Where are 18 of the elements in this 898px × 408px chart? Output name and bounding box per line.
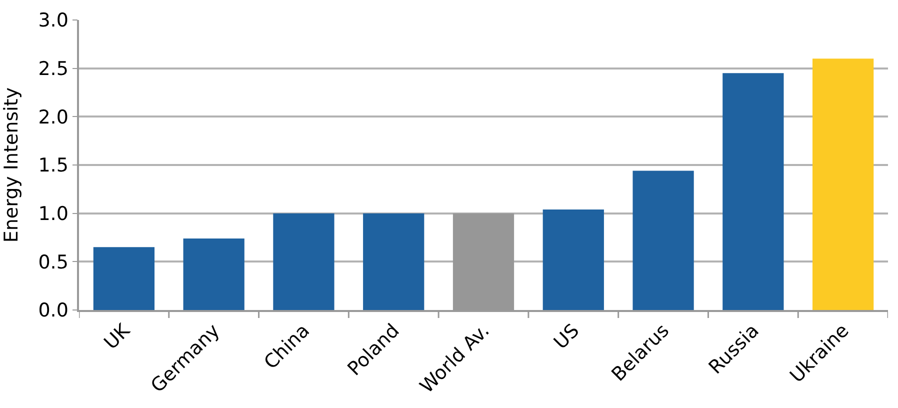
bar — [273, 213, 334, 310]
y-tick-label: 0.0 — [38, 300, 68, 322]
x-tick-label: UK — [100, 319, 135, 354]
y-tick-label: 1.5 — [38, 154, 68, 177]
y-tick-label: 1.0 — [38, 202, 68, 225]
bar — [542, 209, 604, 310]
bar — [93, 247, 155, 310]
bar — [812, 58, 874, 310]
y-axis-title: Energy Intensity — [0, 87, 23, 243]
y-tick-label: 0.5 — [38, 251, 68, 274]
bar — [363, 213, 424, 310]
y-tick-label: 3.0 — [38, 10, 68, 32]
bar — [722, 73, 784, 310]
y-tick-label: 2.5 — [38, 58, 68, 80]
x-tick-label: US — [550, 320, 584, 354]
bar — [183, 238, 244, 310]
y-tick-label: 2.0 — [38, 106, 68, 128]
bar — [632, 170, 694, 310]
